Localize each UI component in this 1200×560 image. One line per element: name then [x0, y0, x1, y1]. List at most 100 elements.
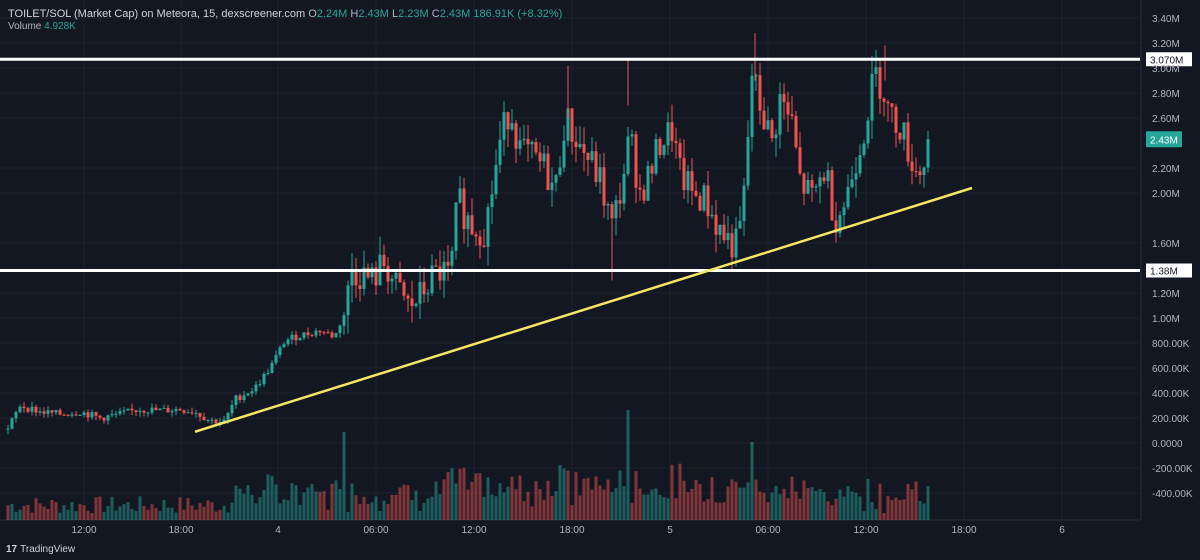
volume-bar — [390, 495, 394, 520]
candle-body — [770, 120, 774, 139]
candle-body — [598, 167, 602, 182]
volume-bar — [622, 486, 626, 520]
volume-bar — [518, 475, 522, 520]
candle-body — [654, 138, 658, 174]
candle-body — [382, 254, 386, 267]
candle-body — [146, 412, 150, 414]
candle-body — [730, 233, 734, 258]
candle-body — [66, 414, 70, 416]
volume-bar — [854, 492, 858, 520]
change-value: 186.91K (+8.32%) — [473, 8, 563, 20]
candle-body — [434, 265, 438, 267]
volume-bar — [26, 504, 30, 520]
volume-bar — [350, 483, 354, 520]
candle-body — [678, 143, 682, 158]
candle-body — [726, 233, 730, 241]
volume-bar — [922, 503, 926, 520]
candle-body — [294, 334, 298, 341]
candle-body — [338, 325, 342, 334]
candle-body — [674, 140, 678, 144]
volume-bar — [306, 487, 310, 520]
volume-bar — [902, 499, 906, 520]
open-value: 2.24M — [316, 8, 348, 20]
volume-bar — [130, 508, 134, 520]
volume-bar — [110, 496, 114, 520]
candle-body — [118, 411, 122, 414]
y-tick-label: -200.00K — [1152, 464, 1193, 475]
volume-bar — [646, 494, 650, 520]
volume-bar — [538, 489, 542, 520]
candle-body — [834, 220, 838, 233]
candle-body — [246, 393, 250, 396]
candle-body — [922, 167, 926, 176]
x-tick-label: 6 — [1059, 525, 1065, 536]
candle-body — [82, 412, 86, 415]
candle-body — [234, 395, 238, 405]
volume-bar — [366, 503, 370, 520]
volume-bar — [514, 489, 518, 520]
candle-body — [186, 412, 190, 414]
volume-bar — [394, 494, 398, 520]
candle-body — [846, 186, 850, 208]
volume-bar — [58, 512, 62, 520]
candle-body — [794, 115, 798, 148]
volume-bar — [82, 505, 86, 520]
candle-body — [422, 282, 426, 295]
low-label: L — [391, 8, 399, 20]
volume-bar — [426, 498, 430, 520]
volume-bar — [258, 497, 262, 520]
volume-bar — [502, 492, 506, 520]
candle-body — [710, 214, 714, 217]
candle-body — [450, 250, 454, 266]
volume-bar — [326, 509, 330, 520]
volume-bar — [754, 479, 758, 520]
volume-bar — [226, 512, 230, 520]
candle-body — [94, 412, 98, 416]
chart-header: TOILET/SOL (Market Cap) on Meteora, 15, … — [8, 8, 562, 20]
tradingview-logo[interactable]: 17 TradingView — [6, 544, 75, 555]
volume-bar — [906, 483, 910, 520]
candle-body — [206, 419, 210, 421]
volume-bar — [218, 509, 222, 520]
volume-bar — [874, 509, 878, 520]
volume-bar — [810, 487, 814, 520]
volume-bar — [66, 509, 70, 520]
volume-bar — [358, 503, 362, 520]
volume-bar — [618, 470, 622, 520]
candle-body — [314, 330, 318, 336]
volume-bar — [694, 479, 698, 520]
volume-bar — [174, 512, 178, 520]
volume-bar — [558, 465, 562, 520]
volume-bar — [474, 473, 478, 520]
volume-bar — [858, 496, 862, 520]
candle-body — [734, 228, 738, 258]
last-price-tag — [1146, 131, 1182, 148]
volume-bar — [410, 500, 414, 520]
x-tick-label: 06:00 — [755, 525, 780, 536]
volume-bar — [842, 496, 846, 520]
candle-body — [78, 414, 82, 416]
candle-body — [14, 412, 18, 419]
volume-bar — [586, 477, 590, 520]
volume-bar — [758, 491, 762, 520]
candle-body — [426, 293, 430, 295]
volume-bar — [790, 476, 794, 520]
candle-body — [238, 395, 242, 401]
candle-body — [178, 409, 182, 411]
candle-body — [518, 140, 522, 149]
volume-bar — [682, 480, 686, 520]
volume-bar — [910, 489, 914, 520]
y-tick-label: 2.20M — [1152, 164, 1180, 175]
horizontal-level-label: 3.070M — [1150, 55, 1183, 66]
volume-bar — [114, 510, 118, 520]
volume-bar — [154, 508, 158, 520]
candle-body — [698, 195, 702, 211]
candle-body — [754, 75, 758, 77]
candle-body — [386, 266, 390, 282]
volume-bar — [526, 491, 530, 520]
volume-bar — [914, 481, 918, 520]
candle-body — [262, 373, 266, 385]
volume-bar — [554, 491, 558, 520]
